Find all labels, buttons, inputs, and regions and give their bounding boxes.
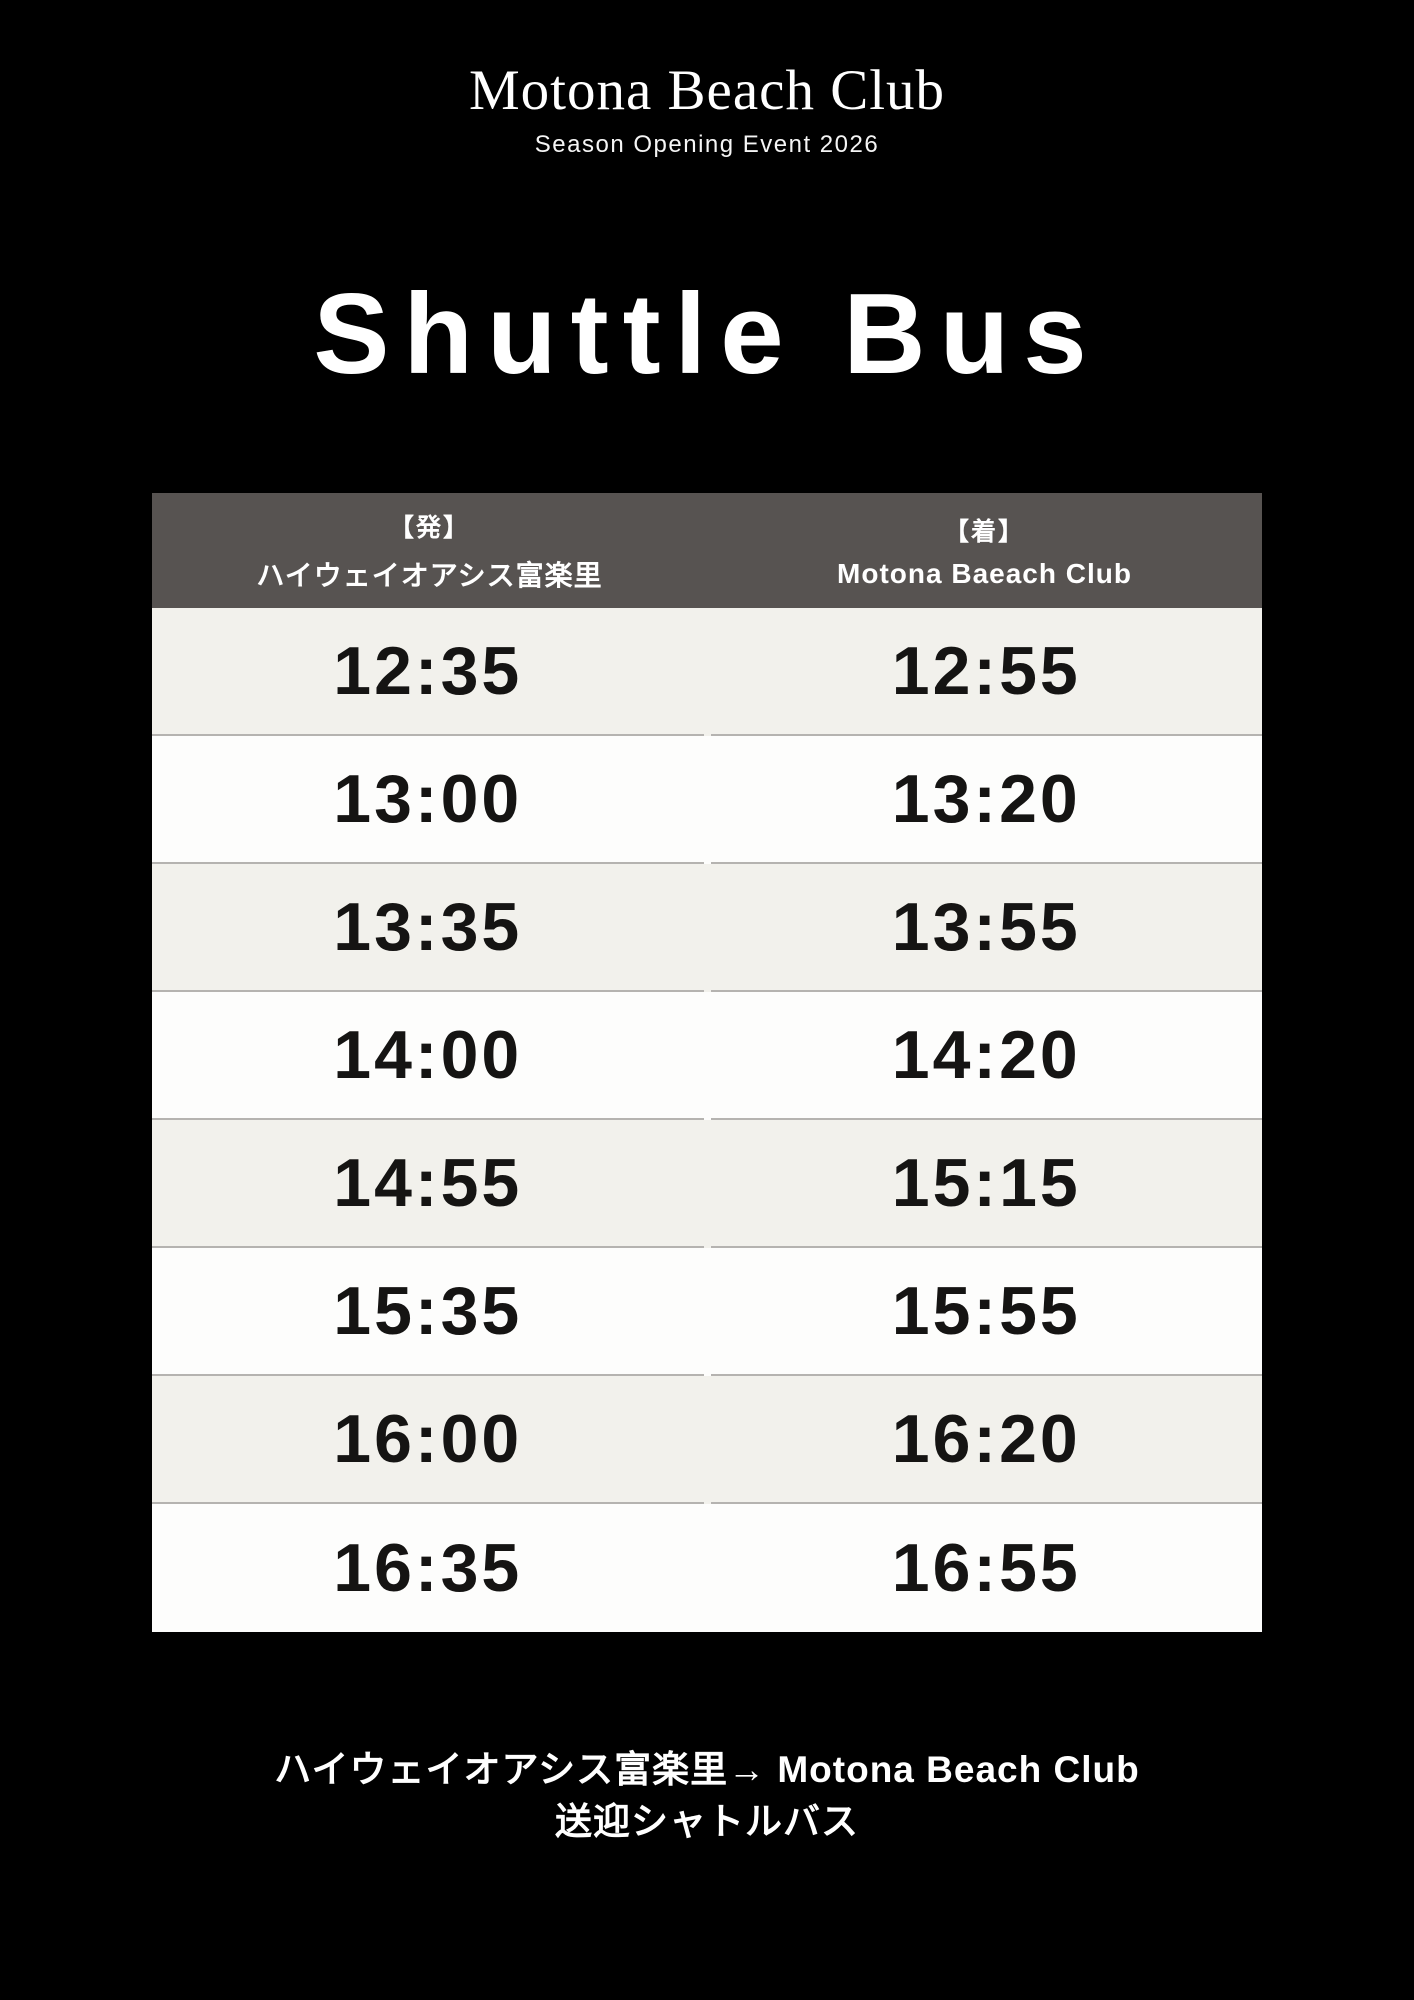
timetable-header-row: 【発】 ハイウェイオアシス富楽里 【着】 Motona Baeach Club (152, 493, 1262, 609)
arrival-time: 13:55 (710, 864, 1262, 993)
departure-column-header: 【発】 ハイウェイオアシス富楽里 (152, 508, 707, 594)
table-row: 13:35 13:55 (152, 864, 1262, 993)
arrival-time: 14:20 (710, 992, 1262, 1121)
arrival-time: 15:55 (710, 1248, 1262, 1377)
departure-time: 14:55 (152, 1120, 704, 1249)
departure-time: 12:35 (152, 608, 704, 737)
table-row: 14:00 14:20 (152, 992, 1262, 1121)
arrival-stop-name: Motona Baeach Club (837, 557, 1132, 589)
table-row: 14:55 15:15 (152, 1120, 1262, 1249)
brand-header: Motona Beach Club Season Opening Event 2… (0, 0, 1414, 159)
arrival-time: 15:15 (710, 1120, 1262, 1249)
departure-time: 14:00 (152, 992, 704, 1121)
table-row: 13:00 13:20 (152, 736, 1262, 865)
departure-time: 13:00 (152, 736, 704, 865)
arrival-tag: 【着】 (943, 517, 1025, 546)
shuttle-timetable: 【発】 ハイウェイオアシス富楽里 【着】 Motona Baeach Club … (152, 493, 1262, 1633)
departure-time: 16:35 (333, 1530, 523, 1607)
departure-time: 13:35 (152, 864, 704, 993)
departure-tag: 【発】 (388, 513, 470, 542)
arrival-time: 16:20 (710, 1376, 1262, 1505)
table-row: 16:00 16:20 (152, 1376, 1262, 1505)
brand-title: Motona Beach Club (468, 59, 946, 122)
page-title: Shuttle Bus (313, 270, 1101, 398)
table-row: 16:35 16:55 (152, 1504, 1262, 1633)
arrival-time: 16:55 (891, 1530, 1081, 1607)
arrival-column-header: 【着】 Motona Baeach Club (707, 512, 1262, 590)
route-description-line1: ハイウェイオアシス富楽里→ Motona Beach Club (274, 1749, 1140, 1791)
departure-time: 15:35 (152, 1248, 704, 1377)
departure-stop-name: ハイウェイオアシス富楽里 (256, 559, 603, 591)
brand-subtitle: Season Opening Event 2026 (534, 130, 880, 158)
arrival-time: 12:55 (710, 608, 1262, 737)
arrival-time: 13:20 (710, 736, 1262, 865)
departure-time: 16:00 (152, 1376, 704, 1505)
route-description: ハイウェイオアシス富楽里→ Motona Beach Club 送迎シャトルバス (0, 1744, 1414, 1848)
route-description-line2: 送迎シャトルバス (555, 1801, 859, 1843)
table-row: 12:35 12:55 (152, 608, 1262, 737)
table-row: 15:35 15:55 (152, 1248, 1262, 1377)
